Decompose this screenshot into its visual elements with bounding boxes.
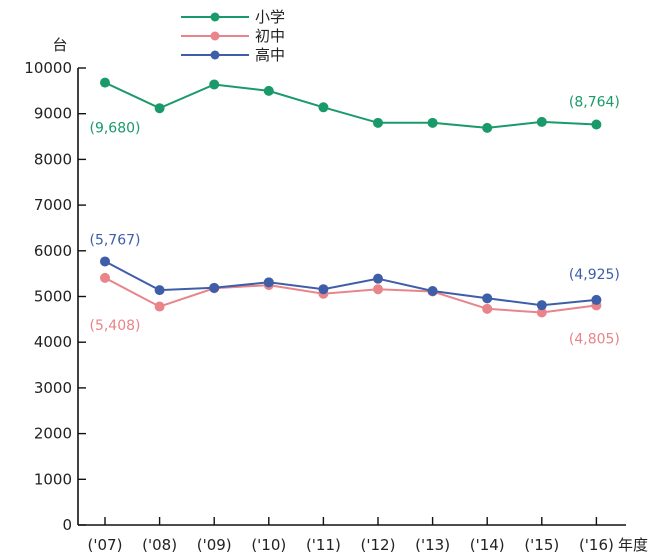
data-point	[482, 293, 493, 304]
x-tick-label: ('12)	[361, 536, 396, 554]
x-tick-label: ('14)	[470, 536, 505, 554]
legend-item: 高中	[181, 46, 285, 64]
axes	[77, 68, 626, 526]
y-tick-label: 6000	[34, 242, 72, 260]
y-tick-label: 3000	[34, 379, 72, 397]
series-line	[104, 260, 597, 307]
y-tick-label: 1000	[34, 470, 72, 488]
data-point	[100, 272, 110, 283]
data-label: (8,764)	[569, 94, 620, 110]
data-point	[318, 284, 329, 295]
y-tick-label: 0	[62, 516, 72, 534]
data-point	[482, 303, 493, 314]
y-tick-label: 9000	[34, 105, 72, 123]
data-label: (4,805)	[569, 331, 620, 347]
legend-marker	[210, 31, 220, 41]
series-3	[100, 256, 602, 311]
data-point	[318, 102, 329, 113]
series-line	[104, 81, 597, 129]
data-point	[536, 116, 547, 127]
data-label: (4,925)	[569, 267, 620, 283]
data-point	[427, 117, 438, 128]
data-point	[100, 77, 110, 88]
y-axis-ticks: 0 1000 2000 3000 4000 5000 6000 7000 8000 9000 100…	[24, 59, 86, 534]
x-tick-label: ('09)	[197, 536, 232, 554]
x-tick-label: ('13)	[415, 536, 450, 554]
series-group	[100, 77, 602, 318]
data-point	[154, 301, 165, 312]
data-label: (5,767)	[89, 232, 140, 248]
data-point	[536, 300, 547, 311]
data-point	[591, 294, 602, 305]
x-tick-label: ('10)	[251, 536, 286, 554]
legend-label: 高中	[255, 46, 285, 64]
data-labels: (9,680) (8,764) (5,408) (4,805) (5,767) (4,92…	[89, 94, 619, 347]
data-label: (9,680)	[89, 121, 140, 137]
y-tick-label: 5000	[34, 288, 72, 306]
x-tick-label: ('08)	[142, 536, 177, 554]
data-point	[100, 256, 110, 267]
legend-marker	[210, 50, 220, 60]
legend-item: 小学	[181, 8, 285, 26]
series-line	[104, 277, 597, 314]
data-point	[209, 282, 220, 293]
y-tick-label: 2000	[34, 425, 72, 443]
series-1	[100, 77, 602, 133]
data-point	[536, 307, 547, 318]
data-point	[154, 285, 165, 296]
data-label: (5,408)	[89, 318, 140, 334]
x-tick-label: ('16)	[579, 536, 614, 554]
y-tick-label: 10000	[24, 59, 72, 77]
y-tick-label: 7000	[34, 196, 72, 214]
legend-label: 初中	[255, 27, 285, 45]
data-point	[209, 79, 220, 90]
data-point	[373, 284, 383, 295]
series-2	[100, 272, 602, 318]
legend-marker	[210, 12, 220, 22]
legend-item: 初中	[181, 27, 285, 45]
x-tick-label: ('15)	[524, 536, 559, 554]
y-tick-label: 8000	[34, 150, 72, 168]
x-tick-label: ('11)	[306, 536, 341, 554]
y-axis-unit: 台	[52, 36, 67, 54]
data-point	[482, 122, 493, 133]
data-point	[427, 286, 438, 297]
data-point	[263, 85, 274, 96]
data-point	[591, 119, 602, 130]
data-point	[373, 273, 383, 284]
data-point	[263, 277, 274, 288]
data-point	[373, 117, 383, 128]
data-point	[154, 103, 165, 114]
legend-label: 小学	[255, 8, 285, 26]
x-tick-label: ('07)	[88, 536, 123, 554]
x-axis-ticks: ('07) ('08) ('09) ('10) ('11) ('12) ('13) ('14)…	[88, 517, 614, 554]
x-axis-unit: 年度	[618, 536, 648, 554]
y-tick-label: 4000	[34, 333, 72, 351]
